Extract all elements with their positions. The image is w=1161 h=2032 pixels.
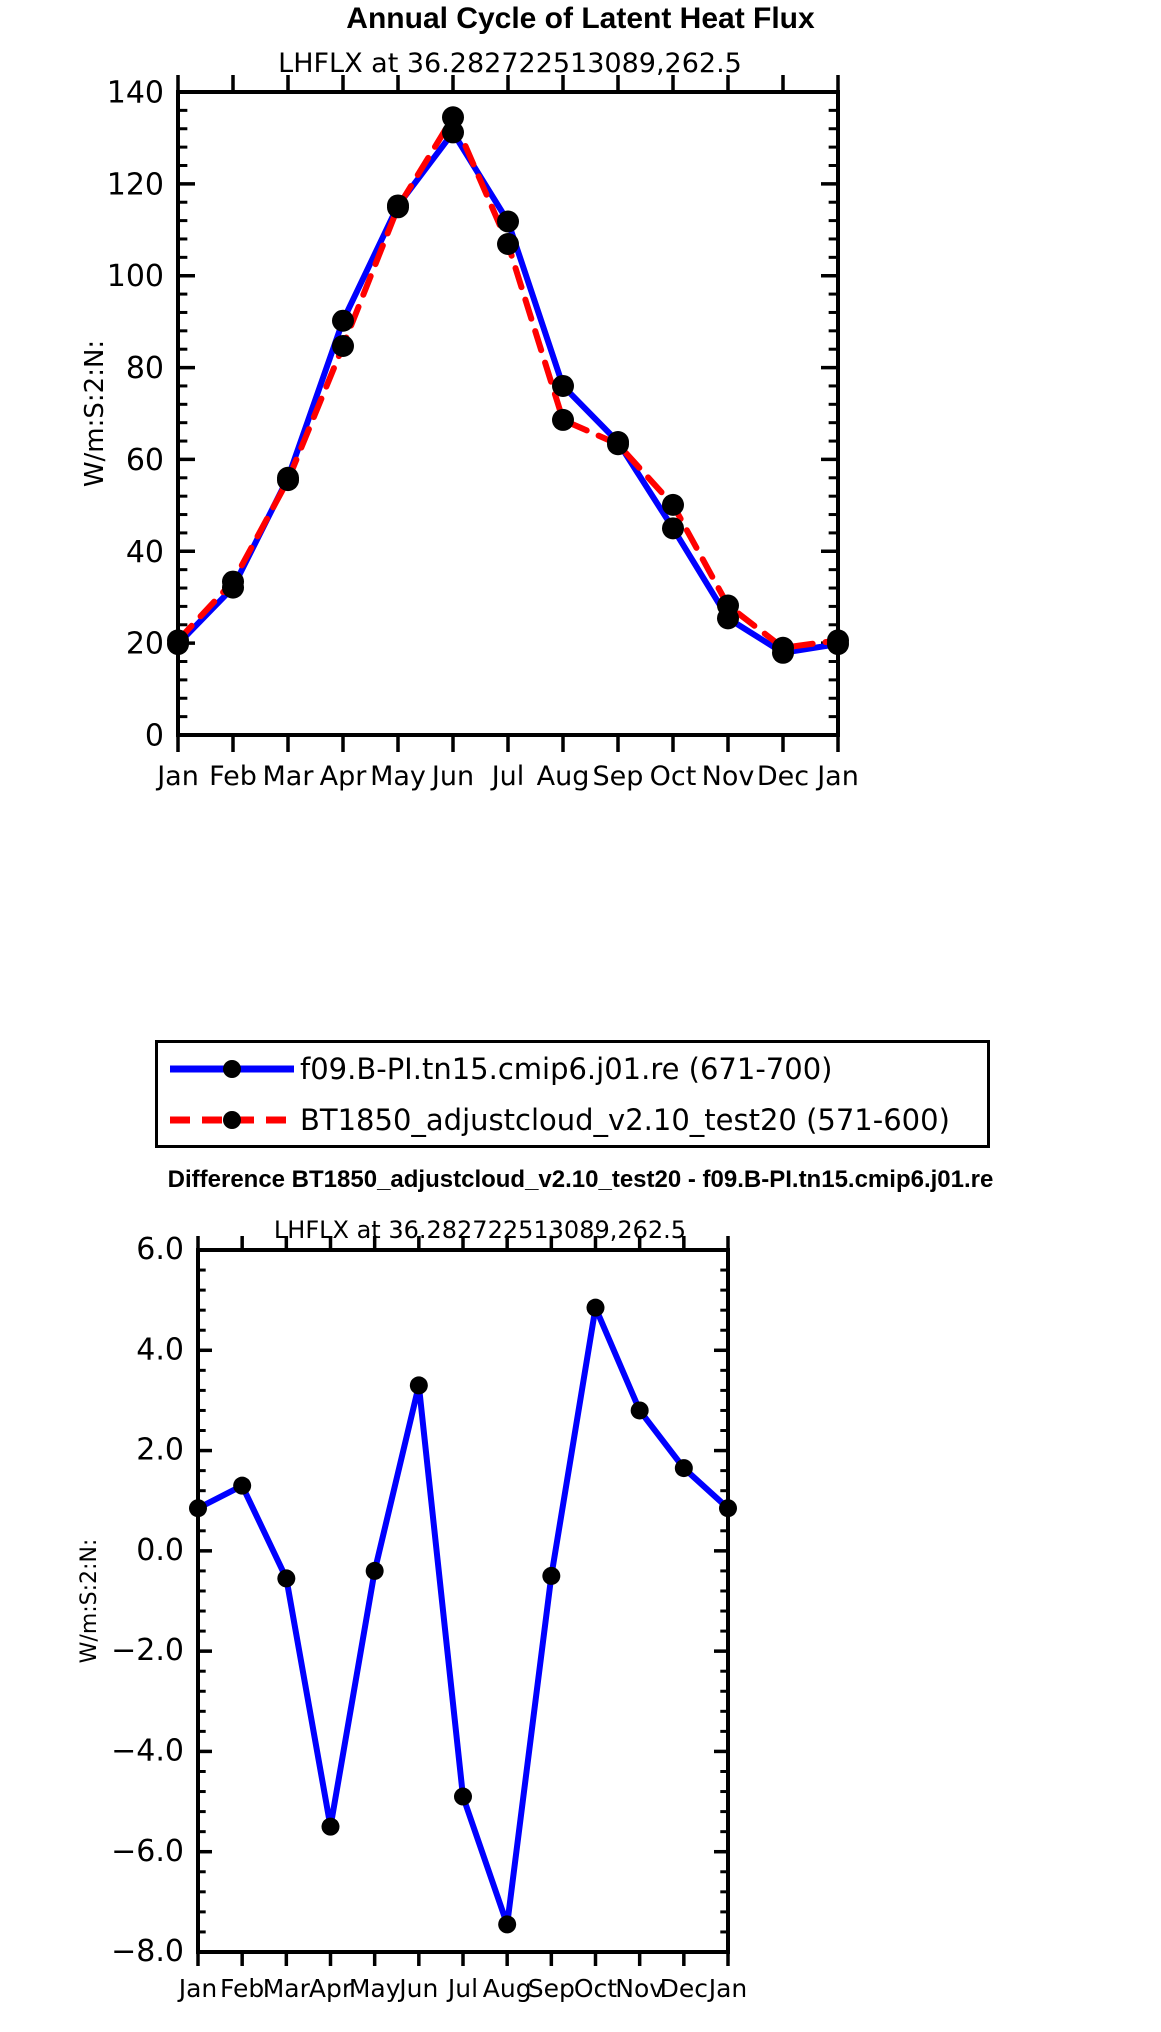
x-tick-label: Nov [615,1974,664,2003]
data-point [662,517,684,540]
y-tick-label: 140 [107,76,164,111]
x-tick-label: Dec [660,1974,708,2003]
x-tick-label: Jan [177,1974,218,2003]
data-point [552,374,574,397]
series-line-0 [195,1304,731,1928]
x-tick-label: May [370,761,426,792]
y-tick-label: 120 [107,167,164,202]
y-tick-label: 20 [126,627,164,662]
legend-entry-0: f09.B-PI.tn15.cmip6.j01.re (671-700) [158,1043,987,1094]
x-tick-label: Jun [397,1974,438,2003]
x-tick-label: Apr [320,761,368,792]
y-tick-label: 40 [126,535,164,570]
data-point [409,1376,428,1395]
x-tick-label: Jan [815,761,859,792]
data-point [552,408,574,431]
data-point [189,1499,207,1518]
data-point [630,1401,649,1420]
y-tick-label: 6.0 [136,1232,184,1267]
data-point [586,1298,605,1317]
data-point [717,594,739,617]
y-tick-label: 0.0 [136,1533,184,1568]
x-tick-label: Feb [220,1974,264,2003]
y-tick-label: −6.0 [111,1834,184,1869]
legend-swatch-series-0 [168,1056,296,1082]
data-point [674,1459,693,1478]
x-tick-label: Jan [707,1974,748,2003]
x-tick-label: Oct [574,1974,617,2003]
x-tick-label: Jul [490,761,525,792]
x-tick-label: Jan [155,761,199,792]
data-point [497,233,519,256]
x-tick-label: May [349,1974,401,2003]
x-tick-label: Aug [537,761,590,792]
x-tick-label: Mar [263,1974,311,2003]
data-point [332,309,354,332]
x-tick-label: Sep [528,1974,575,2003]
data-point [442,106,464,129]
y-tick-label: 100 [107,259,164,294]
x-tick-label: Sep [593,761,644,792]
top-plot-subtitle: LHFLX at 36.282722513089,262.5 [278,48,742,79]
difference-plot-subtitle: LHFLX at 36.282722513089,262.5 [273,1216,687,1244]
data-point [222,570,244,593]
x-tick-label: Nov [702,761,755,792]
x-tick-label: Jul [446,1974,478,2003]
data-point [167,629,189,652]
x-tick-label: Apr [309,1974,353,2003]
data-point [387,196,409,219]
data-point [442,121,464,144]
data-point [332,334,354,357]
y-tick-label: 60 [126,443,164,478]
x-tick-label: Oct [650,761,697,792]
legend-label-series-1: BT1850_adjustcloud_v2.10_test20 (571-600… [300,1102,950,1137]
data-point [233,1476,252,1495]
data-point [719,1499,737,1518]
data-point [497,210,519,233]
y-axis-label: W/m:S:2:N: [77,1539,102,1664]
legend-label-series-0: f09.B-PI.tn15.cmip6.j01.re (671-700) [300,1051,833,1086]
x-tick-label: Mar [263,761,315,792]
data-point [277,469,299,492]
y-tick-label: −8.0 [111,1934,184,1969]
series-line-0 [175,129,841,656]
data-point [498,1915,517,1934]
y-tick-label: −4.0 [111,1734,184,1769]
data-point [772,636,794,659]
y-tick-label: 2.0 [136,1433,184,1468]
x-tick-label: Feb [209,761,257,792]
data-point [321,1817,340,1836]
legend-swatch-series-1 [168,1107,296,1133]
x-tick-label: Jun [430,761,474,792]
series-line-1 [175,114,841,651]
y-tick-label: 0 [145,719,164,754]
x-tick-label: Aug [483,1974,532,2003]
data-point [542,1566,561,1585]
data-point [277,1569,296,1588]
data-point [365,1561,384,1580]
data-point [662,493,684,516]
data-point [607,433,629,456]
legend-entry-1: BT1850_adjustcloud_v2.10_test20 (571-600… [158,1094,987,1145]
y-tick-label: −2.0 [111,1633,184,1668]
y-tick-label: 4.0 [136,1332,184,1367]
annual-cycle-plot: 0 20 40 60 80 100 120 140 Jan Feb Mar Apr May Jun Jul A… [80,75,859,792]
page-title: Annual Cycle of Latent Heat Flux [346,2,815,35]
y-tick-label: 80 [126,351,164,386]
difference-plot-title: Difference BT1850_adjustcloud_v2.10_test… [167,1166,994,1193]
x-tick-label: Dec [757,761,809,792]
legend: f09.B-PI.tn15.cmip6.j01.re (671-700) BT1… [155,1040,990,1148]
data-point [454,1787,472,1806]
data-point [827,629,849,652]
y-axis-label: W/m:S:2:N: [80,340,110,487]
